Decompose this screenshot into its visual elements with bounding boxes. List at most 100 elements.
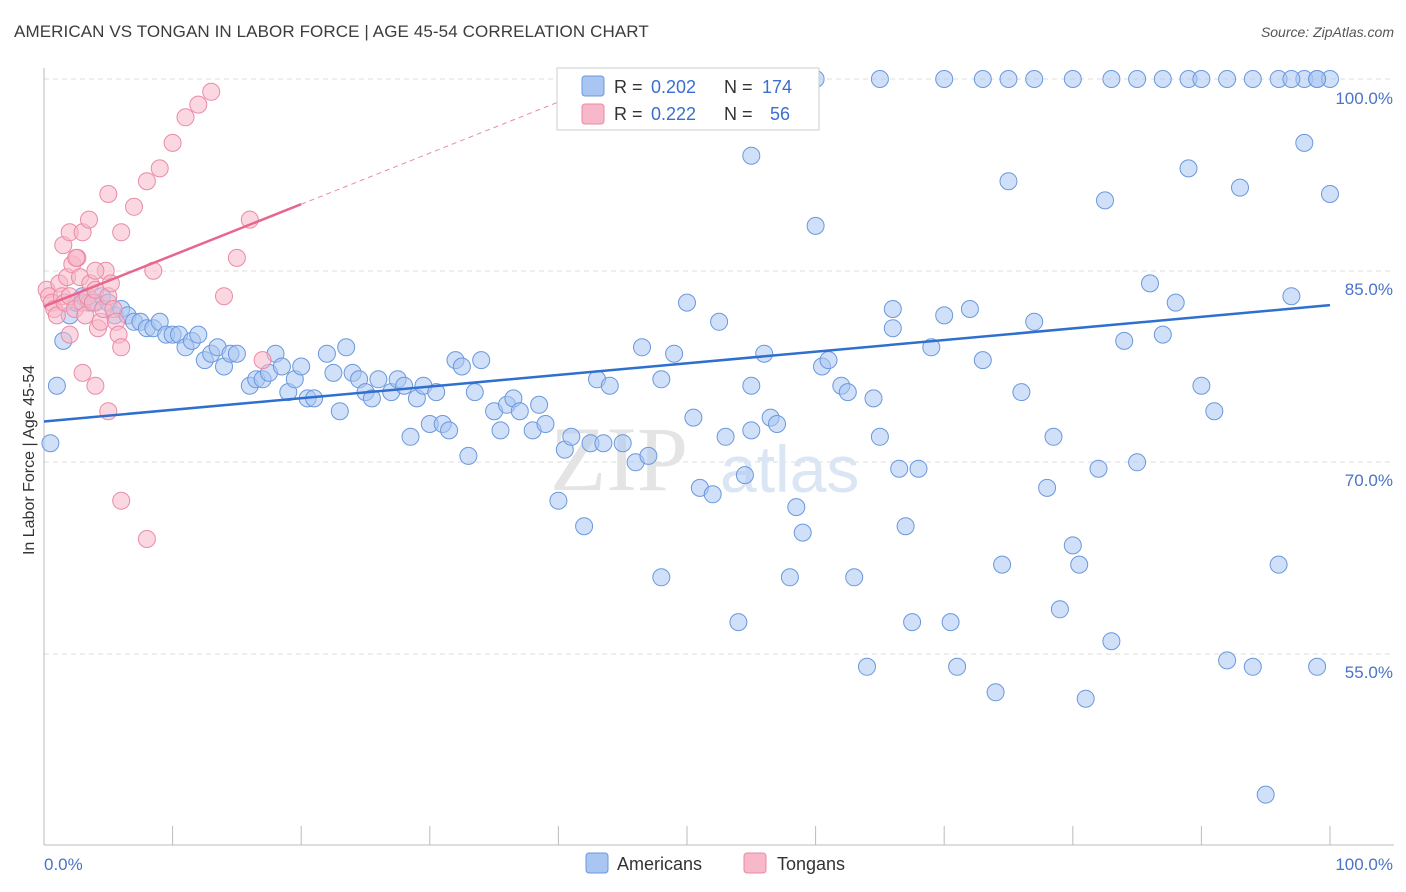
american-point: [47, 376, 66, 395]
american-point: [890, 459, 909, 478]
tongan-point: [73, 363, 92, 382]
tongan-point: [80, 210, 98, 229]
tongan-point: [67, 248, 86, 267]
chart-title: AMERICAN VS TONGAN IN LABOR FORCE | AGE …: [14, 22, 649, 41]
american-point: [530, 395, 549, 414]
american-point: [613, 434, 632, 453]
american-point: [999, 172, 1018, 191]
american-point: [735, 466, 754, 485]
tongan-trend-line: [43, 203, 302, 308]
american-point: [993, 555, 1012, 574]
american-point: [986, 683, 1005, 702]
american-point: [1192, 376, 1211, 395]
american-point: [819, 351, 838, 370]
american-point: [703, 485, 722, 504]
american-point: [324, 363, 343, 382]
american-point: [272, 357, 291, 376]
american-point: [1128, 453, 1147, 472]
tongan-point: [150, 159, 169, 178]
american-point: [742, 146, 761, 165]
legend-r-label-1: R =: [614, 77, 643, 97]
american-point: [896, 517, 915, 536]
american-point: [1128, 70, 1147, 88]
y-tick-label-55: 55.0%: [1345, 663, 1393, 682]
american-point: [633, 338, 651, 357]
american-point: [755, 344, 774, 363]
american-point: [1141, 274, 1159, 293]
legend-n-label-1: N =: [724, 77, 753, 97]
american-point: [652, 568, 671, 587]
american-point: [845, 568, 864, 587]
american-point: [742, 376, 761, 395]
american-point: [864, 389, 883, 408]
bottom-legend-americans: Americans: [617, 854, 702, 874]
american-point: [1218, 651, 1237, 670]
legend-r-value-1: 0.202: [651, 77, 696, 97]
american-point: [594, 434, 613, 453]
american-point: [330, 402, 349, 421]
american-point: [973, 351, 992, 370]
american-point: [440, 421, 459, 440]
american-point: [427, 383, 446, 402]
american-point: [491, 421, 510, 440]
american-point: [1282, 287, 1301, 306]
american-point: [935, 70, 954, 88]
tongan-point: [163, 133, 182, 152]
american-point: [729, 613, 748, 632]
american-point: [1050, 600, 1069, 619]
american-point: [362, 389, 381, 408]
american-point: [1243, 657, 1262, 676]
american-point: [1076, 689, 1095, 708]
y-tick-label-100: 100.0%: [1335, 89, 1393, 108]
american-point: [510, 402, 529, 421]
american-point: [1063, 536, 1082, 555]
american-point: [1102, 632, 1121, 651]
american-point: [395, 376, 414, 395]
american-point: [678, 293, 696, 312]
american-point: [935, 306, 954, 325]
y-tick-label-85: 85.0%: [1345, 280, 1393, 299]
x-tick-label-min: 0.0%: [44, 855, 83, 874]
american-point: [227, 344, 246, 363]
american-point: [41, 434, 60, 453]
american-point: [922, 338, 941, 357]
bottom-legend-swatch-tongans: [743, 852, 767, 874]
trend-lines: [43, 101, 1331, 423]
american-point: [1295, 133, 1314, 152]
source-label: Source: ZipAtlas.com: [1260, 24, 1394, 40]
american-point: [1102, 70, 1121, 88]
tongan-point: [86, 261, 105, 280]
american-point: [317, 344, 336, 363]
american-point: [1256, 785, 1275, 804]
american-point: [858, 657, 876, 676]
american-point: [883, 319, 902, 338]
american-point: [1115, 331, 1134, 350]
american-trend-line: [43, 303, 1331, 423]
tongan-point: [125, 197, 143, 216]
american-point: [639, 446, 658, 465]
american-point: [401, 427, 420, 446]
legend-n-label-2: N =: [724, 104, 753, 124]
y-axis-title: In Labor Force | Age 45-54: [21, 365, 38, 555]
american-point: [1321, 185, 1339, 203]
american-point: [452, 357, 471, 376]
american-point: [716, 427, 735, 446]
american-point: [600, 376, 619, 395]
american-point: [1308, 70, 1327, 88]
legend-swatch-americans: [581, 75, 605, 97]
tongan-point: [86, 376, 105, 395]
american-point: [1179, 159, 1198, 178]
american-point: [465, 383, 484, 402]
american-point: [472, 351, 491, 370]
american-point: [941, 613, 960, 632]
american-point: [742, 421, 761, 440]
legend-n-value-2: 56: [770, 104, 790, 124]
american-point: [337, 338, 356, 357]
american-point: [838, 383, 857, 402]
american-point: [1166, 293, 1185, 312]
legend-n-value-1: 174: [762, 77, 792, 97]
bottom-legend: Americans Tongans: [585, 852, 845, 874]
tongan-trend-line-extension: [301, 101, 559, 205]
tongan-point: [137, 530, 156, 548]
